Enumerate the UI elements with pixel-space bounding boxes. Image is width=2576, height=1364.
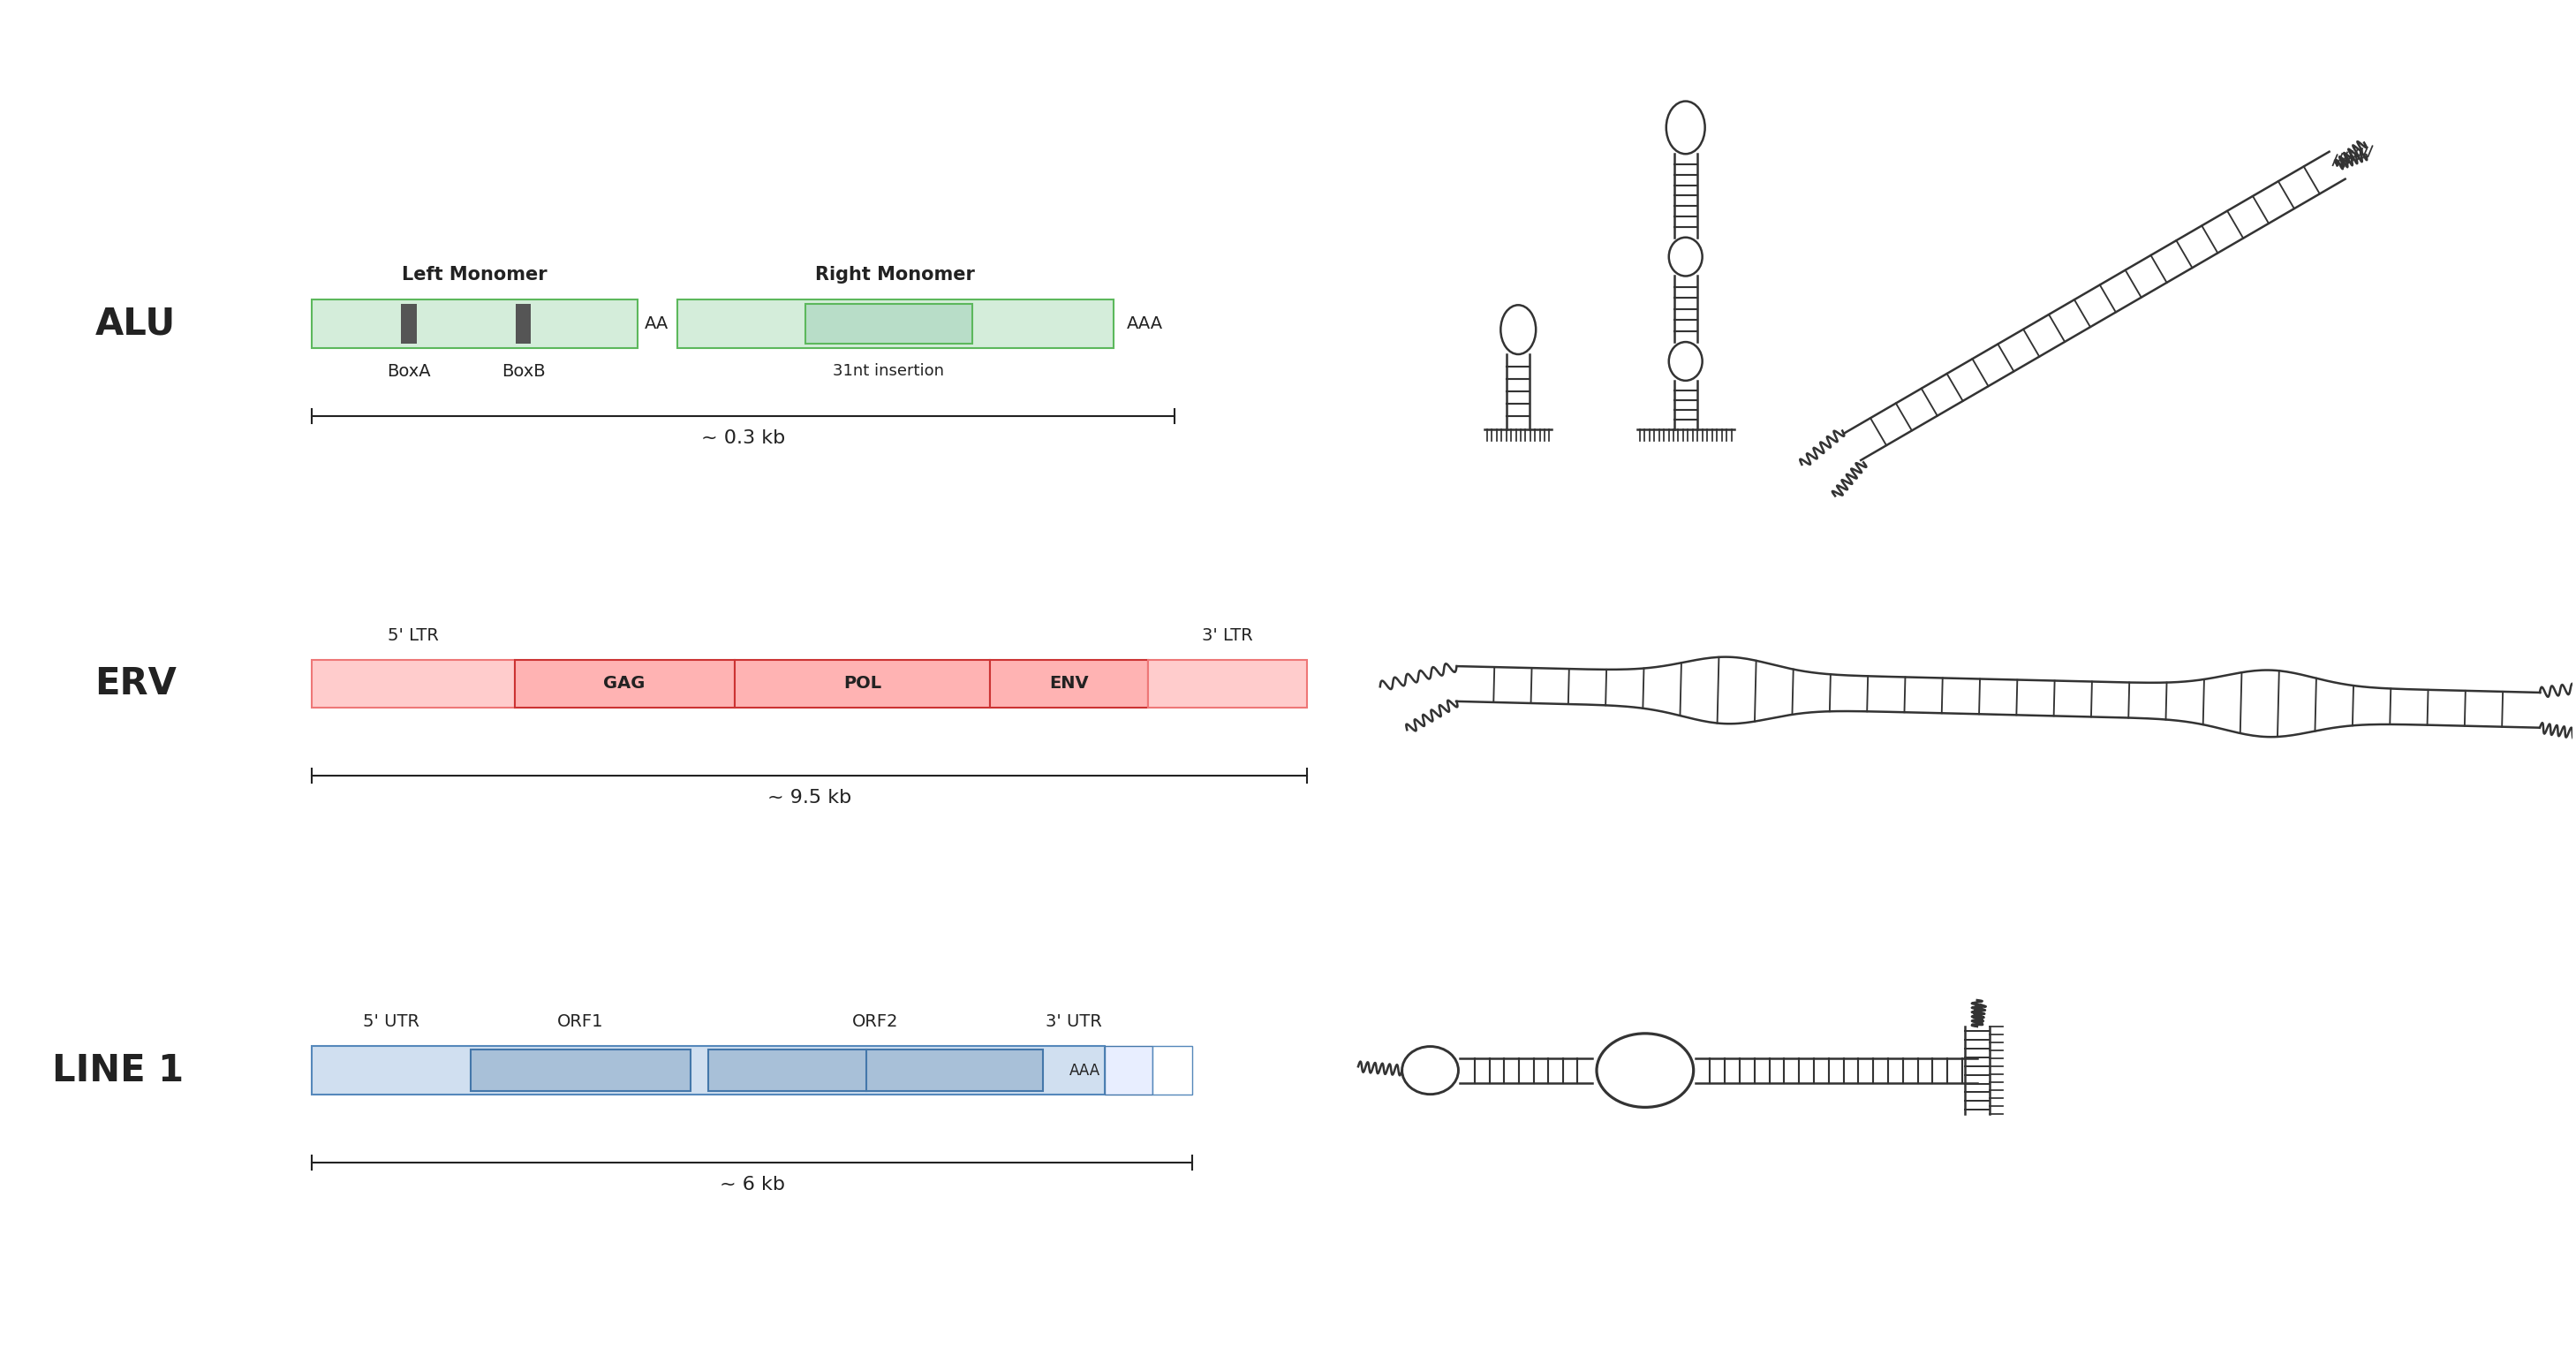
Text: ENV: ENV (1048, 675, 1090, 692)
Text: ~ 6 kb: ~ 6 kb (719, 1176, 786, 1194)
FancyBboxPatch shape (1105, 1046, 1154, 1094)
Text: ~ 0.3 kb: ~ 0.3 kb (701, 428, 786, 446)
FancyBboxPatch shape (515, 660, 734, 708)
FancyBboxPatch shape (312, 660, 515, 708)
Text: ALU: ALU (95, 306, 175, 342)
Text: ~ 9.5 kb: ~ 9.5 kb (768, 790, 853, 807)
Text: AAA: AAA (1069, 1063, 1100, 1079)
Text: ERV: ERV (95, 666, 178, 702)
Text: AAA: AAA (1126, 315, 1162, 331)
Text: 31nt insertion: 31nt insertion (832, 363, 945, 379)
FancyBboxPatch shape (734, 660, 989, 708)
Text: 3' LTR: 3' LTR (1203, 627, 1252, 644)
Text: 5' UTR: 5' UTR (363, 1013, 420, 1030)
Text: BoxA: BoxA (386, 363, 430, 381)
Text: LINE 1: LINE 1 (52, 1052, 183, 1088)
Text: ORF1: ORF1 (556, 1013, 603, 1030)
Text: 3' UTR: 3' UTR (1046, 1013, 1103, 1030)
FancyBboxPatch shape (312, 299, 639, 348)
Text: ORF2: ORF2 (853, 1013, 899, 1030)
Text: Left Monomer: Left Monomer (402, 266, 549, 284)
Text: Right Monomer: Right Monomer (817, 266, 976, 284)
Text: AA: AA (644, 315, 670, 331)
FancyBboxPatch shape (471, 1050, 690, 1091)
Bar (402, 304, 417, 344)
FancyBboxPatch shape (806, 304, 971, 344)
Text: BoxB: BoxB (502, 363, 546, 381)
FancyBboxPatch shape (1154, 1046, 1193, 1094)
Text: GAG: GAG (603, 675, 647, 692)
FancyBboxPatch shape (677, 299, 1113, 348)
FancyBboxPatch shape (989, 660, 1149, 708)
Text: POL: POL (842, 675, 881, 692)
FancyBboxPatch shape (708, 1050, 1043, 1091)
FancyBboxPatch shape (1149, 660, 1306, 708)
Bar (515, 304, 531, 344)
FancyBboxPatch shape (312, 1046, 1105, 1094)
Text: 5' LTR: 5' LTR (386, 627, 438, 644)
